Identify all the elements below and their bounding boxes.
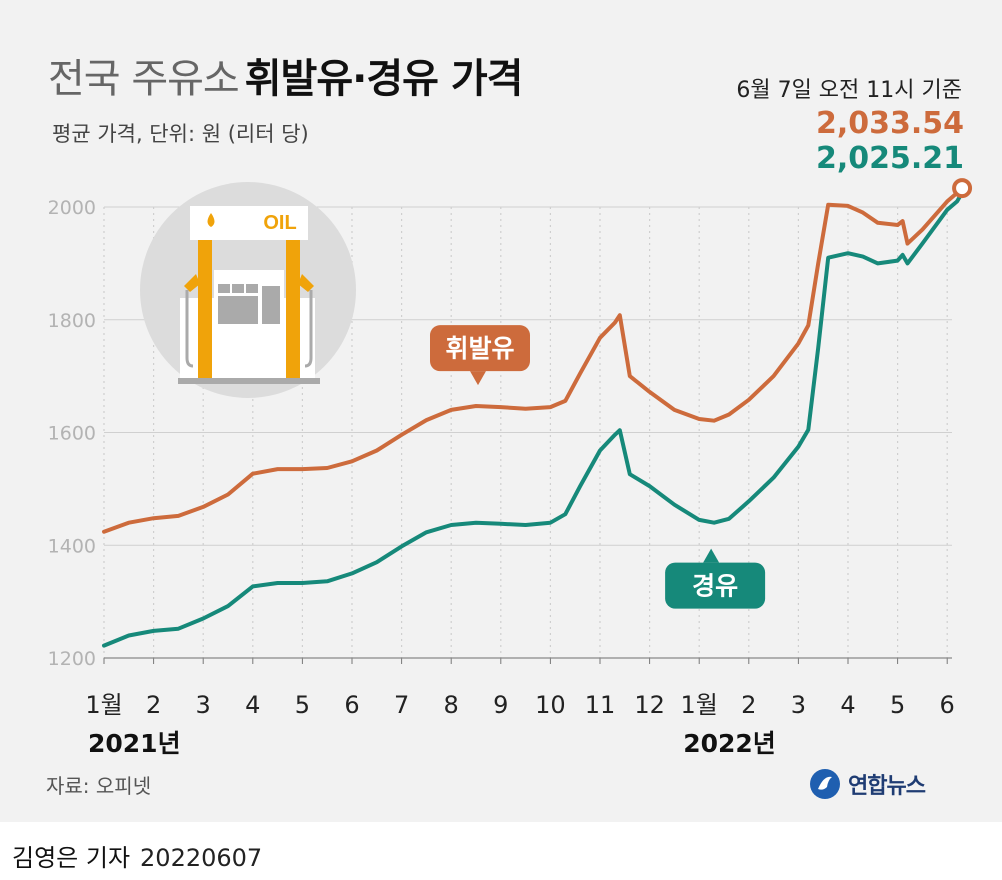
chart-title: 전국 주유소 휘발유·경유 가격 xyxy=(48,46,524,104)
x-tick-label: 3 xyxy=(791,691,806,719)
series-line-gasoline xyxy=(102,186,965,534)
year-label: 2022년 xyxy=(683,729,776,758)
x-tick-label: 1월 xyxy=(85,691,122,719)
x-tick-labels: 1월 2 3 4 5 6 7 8 9 10 11 12 1월 2 3 4 5 6 2021년 2022년 xyxy=(85,691,955,758)
x-tick-label: 7 xyxy=(394,691,409,719)
yonhap-logo: 연합뉴스 xyxy=(808,767,926,801)
oil-sign-text: OIL xyxy=(263,212,296,234)
series-label: 휘발유 xyxy=(445,334,514,363)
series-label-pointer xyxy=(470,371,486,386)
y-tick-label: 1800 xyxy=(48,310,96,332)
series-label-pointer xyxy=(703,548,720,563)
x-tick-label: 8 xyxy=(444,691,459,719)
x-tick-label: 3 xyxy=(196,691,211,719)
chart-subtitle: 평균 가격, 단위: 원 (리터 당) xyxy=(52,122,309,146)
publish-date: 20220607 xyxy=(140,844,263,872)
source-note: 자료: 오피넷 xyxy=(46,774,152,798)
x-tick-label: 6 xyxy=(940,691,955,719)
series-label-box xyxy=(665,562,766,609)
y-tick-label: 2000 xyxy=(48,197,96,219)
series-lines xyxy=(102,186,965,648)
x-tick-label: 2 xyxy=(741,691,756,719)
y-tick-labels: 1200 1400 1600 1800 2000 xyxy=(48,197,96,670)
gas-station-icon: OIL xyxy=(140,182,356,398)
byline: 김영은 기자 20220607 xyxy=(12,838,262,873)
yonhap-logo-icon xyxy=(810,769,840,799)
title-bold: 휘발유·경유 가격 xyxy=(244,56,524,102)
latest-diesel-price: 2,025.21 xyxy=(815,141,964,176)
x-tick-label: 4 xyxy=(245,691,260,719)
y-tick-label: 1600 xyxy=(48,423,96,445)
line-chart: 1200 1400 1600 1800 2000 1월 2 3 4 5 6 7 8 9 10 11 12 1월 2… xyxy=(48,178,973,758)
year-label: 2021년 xyxy=(88,729,181,758)
x-tick-label: 5 xyxy=(295,691,310,719)
x-tick-label: 6 xyxy=(344,691,359,719)
x-tick-label: 1월 xyxy=(681,691,718,719)
reporter-name: 김영은 기자 xyxy=(12,844,131,872)
series-label-box xyxy=(430,325,530,372)
title-light: 전국 주유소 xyxy=(48,56,240,102)
latest-point-marker xyxy=(952,178,973,199)
logo-text: 연합뉴스 xyxy=(848,774,926,799)
series-line-diesel xyxy=(102,190,965,648)
x-tick-label: 5 xyxy=(890,691,905,719)
x-tick-label: 12 xyxy=(634,691,665,719)
x-tick-label: 10 xyxy=(535,691,566,719)
y-tick-label: 1200 xyxy=(48,648,96,670)
series-label: 경유 xyxy=(692,572,738,601)
x-tick-label: 11 xyxy=(585,691,616,719)
x-tick-label: 2 xyxy=(146,691,161,719)
y-tick-label: 1400 xyxy=(48,535,96,557)
as-of-date: 6월 7일 오전 11시 기준 xyxy=(736,78,962,103)
x-tick-label: 9 xyxy=(493,691,508,719)
latest-gasoline-price: 2,033.54 xyxy=(815,106,964,141)
x-tick-label: 4 xyxy=(840,691,855,719)
